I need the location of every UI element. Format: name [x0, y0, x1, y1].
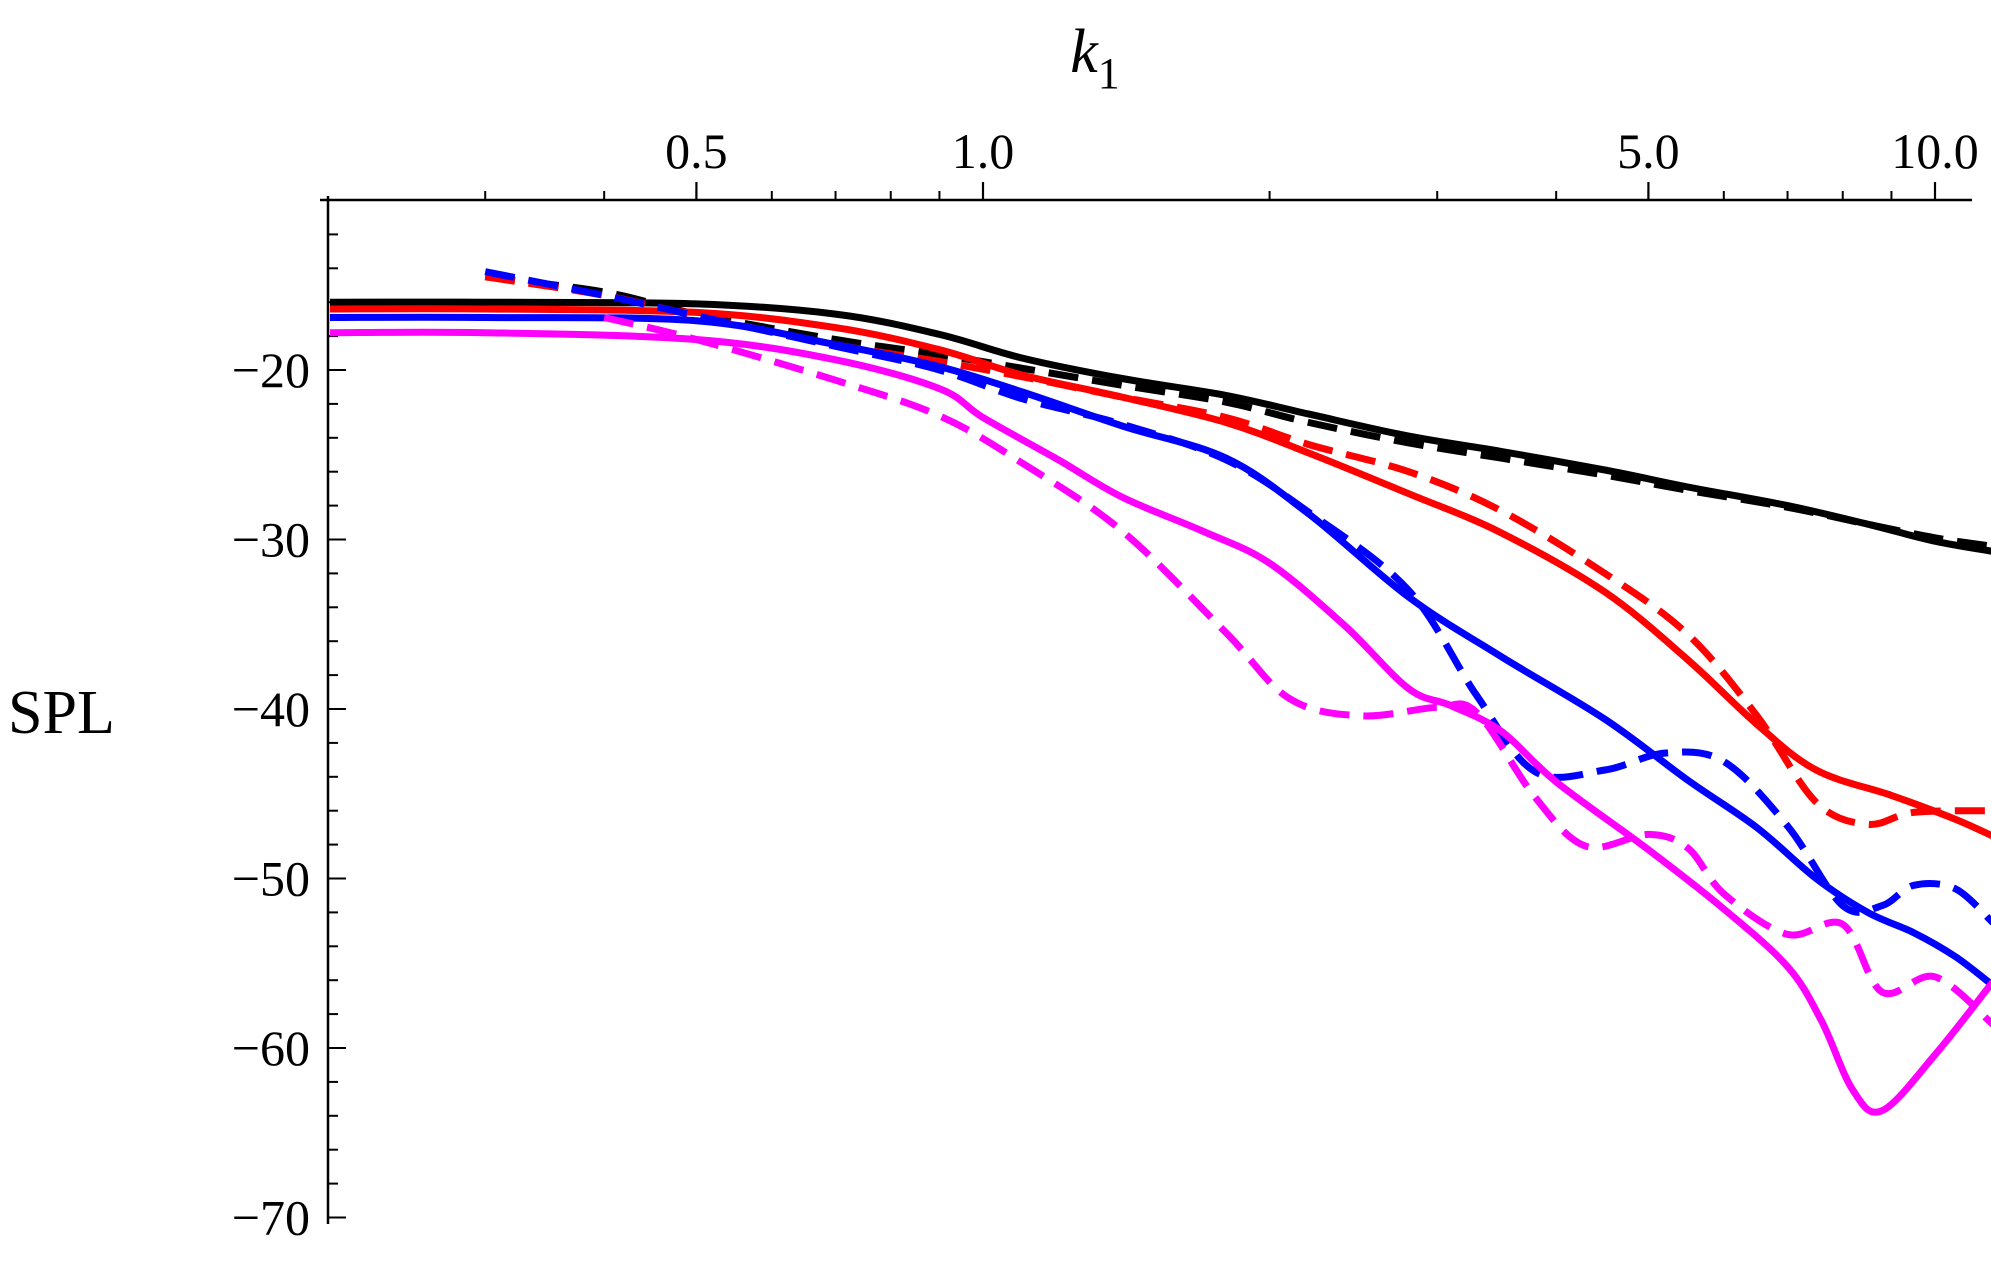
series-line-ff0000-solid	[329, 305, 1991, 840]
x-tick-label: 1.0	[952, 123, 1015, 179]
labels: k1 SPL	[8, 18, 1120, 747]
x-tick-label: 5.0	[1617, 123, 1680, 179]
y-tick-label: −40	[232, 681, 310, 737]
y-axis-title: SPL	[8, 679, 115, 747]
y-tick-label: −50	[232, 851, 310, 907]
y-tick-label: −70	[232, 1190, 310, 1246]
series-line-ff0000-dashed	[484, 273, 1991, 828]
series-line-0000ff-solid	[329, 313, 1991, 989]
x-axis-title: k1	[1070, 18, 1120, 98]
x-tick-label: 10.0	[1891, 123, 1979, 179]
series-line-ff00ff-solid	[329, 328, 1991, 1116]
y-tick-label: −20	[232, 342, 310, 398]
series-layer	[329, 268, 1991, 1116]
y-tick-label: −30	[232, 512, 310, 568]
axes: 0.5 1.0 5.0 10.0 −20 −30 −40 −50 −60 −70	[232, 123, 1979, 1246]
y-tick-label: −60	[232, 1020, 310, 1076]
series-line-ff00ff-dashed	[603, 314, 1991, 1028]
x-tick-label: 0.5	[665, 123, 728, 179]
series-line-0000ff-dashed	[484, 268, 1991, 926]
series-line-000000-dashed	[484, 273, 1991, 550]
